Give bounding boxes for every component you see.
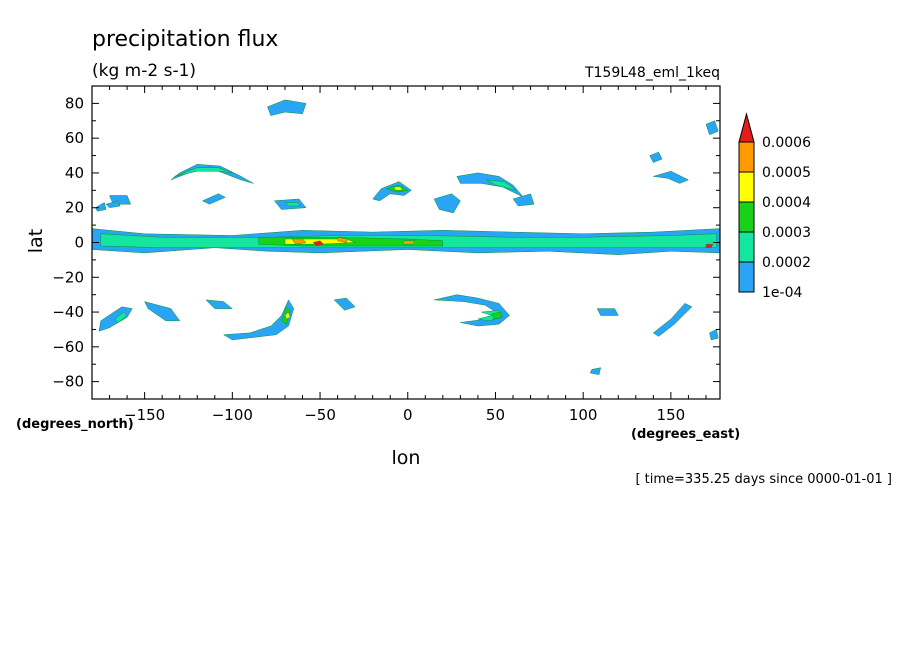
colorbar-swatch bbox=[738, 201, 755, 233]
colorbar-label: 0.0005 bbox=[762, 165, 811, 181]
x-tick-label: 50 bbox=[486, 406, 505, 424]
y-tick-label: 60 bbox=[65, 129, 84, 147]
y-tick-label: 0 bbox=[74, 234, 84, 252]
x-axis-label: lon bbox=[392, 447, 421, 469]
precip-field bbox=[486, 179, 517, 191]
x-tick-label: 150 bbox=[657, 406, 686, 424]
chart-units: (kg m-2 s-1) bbox=[92, 61, 196, 81]
y-tick-label: −20 bbox=[52, 268, 84, 286]
precip-field bbox=[652, 303, 693, 337]
y-tick-label: 40 bbox=[65, 164, 84, 182]
precip-field bbox=[433, 193, 461, 214]
precip-field bbox=[709, 329, 719, 341]
precip-field bbox=[201, 193, 226, 205]
precip-field bbox=[456, 172, 524, 198]
precip-field bbox=[284, 311, 291, 320]
time-note: [ time=335.25 days since 0000-01-01 ] bbox=[635, 472, 892, 487]
colorbar-swatch bbox=[738, 231, 755, 263]
y-tick-label: 80 bbox=[65, 94, 84, 112]
precip-field bbox=[312, 240, 325, 247]
colorbar: 1e-04 0.0002 0.0003 0.0004 0.0005 0.0006 bbox=[738, 112, 811, 301]
y-tick-label: −40 bbox=[52, 303, 84, 321]
precip-field bbox=[372, 181, 412, 202]
y-tick-label: 20 bbox=[65, 199, 84, 217]
precip-field bbox=[144, 301, 181, 322]
colorbar-extend-arrow bbox=[738, 112, 755, 143]
precip-field bbox=[589, 367, 602, 375]
precip-field bbox=[267, 99, 307, 116]
precip-field bbox=[393, 186, 403, 191]
precip-field bbox=[95, 202, 107, 212]
colorbar-swatch bbox=[738, 141, 755, 173]
colorbar-swatch bbox=[738, 171, 755, 203]
y-axis-ticks: −80 −60 −40 −20 0 20 40 60 80 bbox=[52, 85, 720, 400]
precip-contour-fields bbox=[91, 99, 721, 375]
precip-field bbox=[205, 299, 234, 309]
y-tick-label: −60 bbox=[52, 338, 84, 356]
y-axis-label: lat bbox=[25, 229, 47, 253]
precip-field bbox=[291, 238, 307, 245]
precip-field bbox=[596, 308, 619, 316]
colorbar-label: 0.0003 bbox=[762, 225, 811, 241]
chart-title: precipitation flux bbox=[92, 27, 278, 52]
precip-field bbox=[705, 120, 719, 136]
precip-field bbox=[512, 193, 535, 207]
precip-field bbox=[114, 311, 128, 323]
y-tick-label: −80 bbox=[52, 373, 84, 391]
colorbar-swatch bbox=[738, 261, 755, 293]
x-tick-label: −100 bbox=[212, 406, 253, 424]
x-axis-ticks: −150 −100 −50 0 50 100 150 bbox=[91, 86, 707, 424]
precip-field bbox=[337, 237, 349, 243]
colorbar-label: 0.0004 bbox=[762, 195, 811, 211]
x-tick-label: −50 bbox=[304, 406, 336, 424]
x-tick-label: −150 bbox=[124, 406, 165, 424]
precip-field bbox=[705, 243, 714, 248]
run-label: T159L48_eml_1keq bbox=[584, 65, 720, 81]
precip-field bbox=[402, 240, 416, 245]
colorbar-label: 0.0006 bbox=[762, 135, 811, 151]
x-tick-label: 100 bbox=[569, 406, 598, 424]
colorbar-label: 0.0002 bbox=[762, 255, 811, 271]
precip-field bbox=[105, 200, 121, 208]
precip-field bbox=[284, 202, 302, 207]
x-tick-label: 0 bbox=[403, 406, 413, 424]
precip-field bbox=[333, 297, 356, 311]
precip-field bbox=[649, 151, 663, 163]
y-axis-units: (degrees_north) bbox=[16, 417, 134, 432]
precip-field bbox=[653, 170, 690, 184]
x-axis-units: (degrees_east) bbox=[631, 427, 740, 442]
precip-field bbox=[174, 167, 233, 177]
precip-field bbox=[491, 311, 503, 320]
colorbar-label: 1e-04 bbox=[762, 285, 802, 301]
precip-field bbox=[222, 299, 294, 341]
